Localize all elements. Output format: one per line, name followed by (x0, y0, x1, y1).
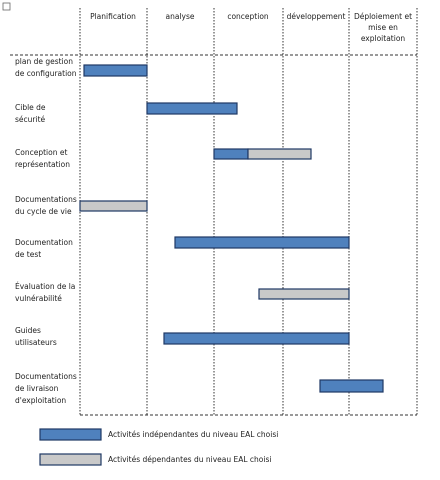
row-label: Cible de (15, 103, 46, 112)
row-label: de test (15, 250, 41, 259)
bar (319, 379, 384, 393)
bars (79, 64, 384, 393)
row-label: Guides (15, 326, 41, 335)
row-label: de livraison (15, 384, 59, 393)
legend-swatch (39, 453, 102, 466)
bar (247, 148, 312, 160)
legend-label: Activités indépendantes du niveau EAL ch… (108, 430, 278, 439)
row-labels: plan de gestion de configuration Cible de s… (15, 57, 77, 405)
bar (163, 332, 350, 345)
legend: Activités indépendantes du niveau EAL ch… (39, 428, 278, 466)
row-label: représentation (15, 160, 70, 169)
bar (83, 64, 148, 77)
bar (79, 200, 148, 212)
row-label: de configuration (15, 69, 77, 78)
phase-header: analyse (166, 12, 195, 21)
bar (258, 288, 350, 300)
icon (2, 2, 11, 11)
phase-header: conception (227, 12, 269, 21)
row-label: Documentations (15, 372, 77, 381)
phase-header: Déploiement et (354, 12, 412, 21)
row-label: plan de gestion (15, 57, 73, 66)
row-label: vulnérabilité (15, 294, 62, 303)
row-label: utilisateurs (15, 338, 57, 347)
phase-header: développement (287, 12, 346, 21)
row-label: Documentation (15, 238, 73, 247)
row-label: sécurité (15, 115, 46, 124)
phase-header: exploitation (361, 34, 406, 43)
row-label: Conception et (15, 148, 67, 157)
row-label: Évaluation de la (15, 282, 75, 291)
row-label: Documentations (15, 195, 77, 204)
phase-headers: Planification analyse conception développem… (90, 12, 412, 43)
phase-header: mise en (368, 23, 398, 32)
bar (146, 102, 238, 115)
legend-swatch (39, 428, 102, 441)
grid (10, 8, 418, 416)
legend-label: Activités dépendantes du niveau EAL choi… (108, 455, 271, 464)
row-label: du cycle de vie (15, 207, 72, 216)
phase-header: Planification (90, 12, 136, 21)
bar (213, 148, 249, 160)
row-label: d'exploitation (15, 396, 66, 405)
bar (174, 236, 350, 249)
